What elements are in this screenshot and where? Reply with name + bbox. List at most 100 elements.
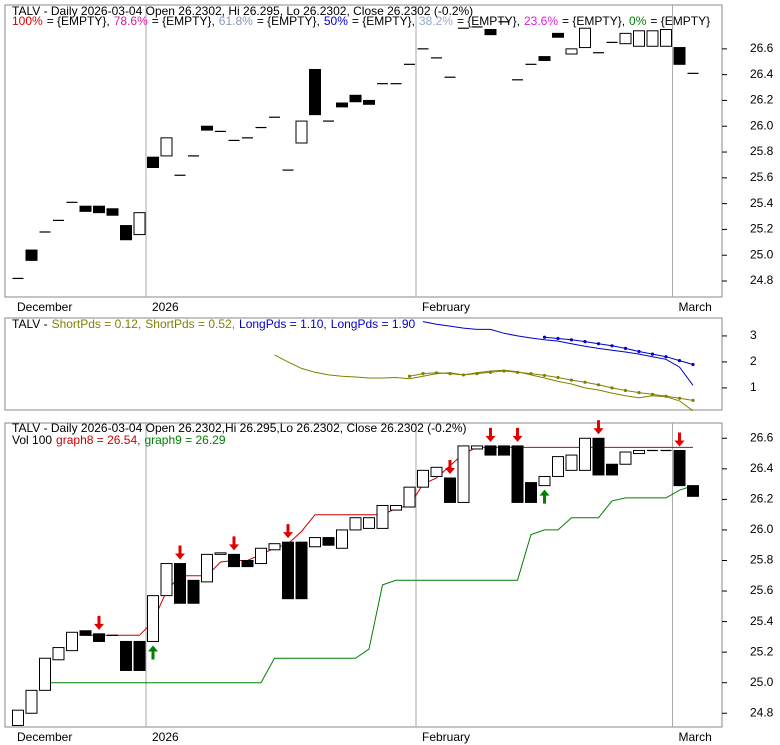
candle-body — [633, 30, 645, 47]
candle-body — [25, 689, 38, 714]
candle-body — [471, 445, 483, 450]
indicator-dot — [596, 342, 601, 346]
candle-body — [295, 541, 308, 600]
legend-value: = {EMPTY}, — [352, 14, 415, 28]
candle-body — [79, 630, 92, 636]
indicator-dot — [529, 372, 533, 376]
x-tick-label: February — [422, 300, 470, 314]
candle-body — [457, 445, 470, 503]
candle-body — [538, 56, 551, 61]
candle-body — [565, 454, 578, 471]
indicator-line — [422, 321, 694, 386]
indicator-dot — [475, 372, 479, 376]
chart-title: TALV - — [12, 317, 48, 331]
legend-level: 50% — [324, 14, 348, 28]
x-tick-label: December — [17, 300, 72, 314]
y-tick-label: 25.0 — [750, 247, 774, 261]
legend: TALV - ShortPds = 0.12, ShortPds = 0.52, Lo… — [12, 317, 416, 331]
indicator-line — [45, 485, 694, 684]
indicator-dot — [569, 378, 574, 382]
candle-body — [268, 543, 281, 551]
candle-body — [444, 477, 456, 503]
indicator-dot — [623, 388, 628, 393]
indicator-dot — [623, 346, 628, 351]
y-tick-label: 25.2 — [750, 222, 774, 236]
candle-body — [295, 120, 308, 144]
chart-title: TALV - Daily 2026-03-04 Open 26.2302,Hi … — [12, 421, 467, 435]
buy-arrow — [539, 489, 550, 504]
legend-entry: LongPds = 1.90 — [331, 317, 416, 331]
sell-arrow — [229, 536, 239, 551]
candle-body — [349, 94, 362, 103]
y-tick-label: 25.4 — [750, 196, 774, 210]
y-tick-label: 24.8 — [750, 705, 774, 719]
candle-body — [201, 553, 213, 583]
candle-body — [565, 48, 578, 55]
indicator-dot — [434, 371, 439, 375]
indicator-dot — [610, 386, 614, 390]
y-tick-label: 26.4 — [750, 67, 774, 81]
indicator-dot — [610, 344, 614, 348]
legend-value: = {EMPTY} — [650, 14, 710, 28]
indicator-dot — [488, 370, 493, 374]
candle-body — [309, 537, 321, 548]
candle-body — [619, 451, 632, 465]
x-tick-label: March — [679, 730, 712, 744]
chart-subtitle: Vol 100 — [12, 433, 52, 447]
chart-title: TALV - Daily 2026-03-04 Open 26.2302, Hi… — [12, 4, 473, 18]
sell-arrow — [175, 545, 185, 560]
candle-body — [538, 475, 551, 487]
candle-body — [484, 29, 497, 36]
candle-body — [619, 32, 632, 45]
legend-value: = {EMPTY}, — [152, 14, 215, 28]
candle-body — [606, 463, 618, 476]
candle-body — [106, 208, 119, 216]
candle-body — [25, 249, 38, 261]
y-tick-label: 24.8 — [750, 273, 774, 287]
y-tick-label: 25.6 — [750, 583, 774, 597]
legend-level: 100% — [12, 14, 43, 28]
candle-body — [579, 27, 591, 49]
candle-body — [363, 517, 375, 529]
legend-level: 0% — [629, 14, 647, 28]
candle-body — [12, 709, 24, 726]
sell-arrow — [485, 427, 496, 442]
y-tick-label: 2 — [750, 354, 757, 368]
candle-body — [147, 156, 159, 169]
indicator-dot — [691, 362, 695, 367]
candle-body — [282, 541, 294, 600]
y-tick-label: 25.0 — [750, 675, 774, 689]
y-tick-label: 26.4 — [750, 461, 774, 475]
indicator-dot — [650, 352, 655, 356]
candle-body — [552, 32, 564, 38]
candle-body — [174, 563, 186, 604]
candle-body — [322, 537, 335, 546]
legend-level: 78.6% — [114, 14, 148, 28]
candle-body — [66, 631, 78, 652]
indicator-dot — [583, 340, 587, 344]
sell-arrow — [593, 420, 604, 435]
candle-body — [687, 485, 699, 497]
x-tick-label: 2026 — [152, 300, 179, 314]
candle-body — [133, 640, 146, 671]
indicator-line — [544, 336, 694, 365]
candle-body — [93, 633, 105, 642]
candle-body — [187, 579, 200, 604]
candle-body — [430, 466, 443, 477]
y-tick-label: 26.0 — [750, 522, 774, 536]
indicator-dot — [569, 338, 574, 342]
panel — [4, 317, 723, 411]
candle-body — [93, 205, 105, 214]
candle-body — [511, 445, 524, 503]
legend-level: 38.2% — [419, 14, 453, 28]
candle-body — [160, 563, 173, 597]
candle-body — [160, 137, 173, 157]
indicator-line — [85, 446, 693, 636]
candle-body — [579, 437, 591, 471]
candle-body — [403, 486, 416, 508]
y-tick-label: 25.2 — [750, 644, 774, 658]
candle-body — [147, 595, 159, 642]
indicator-dot — [407, 374, 412, 378]
